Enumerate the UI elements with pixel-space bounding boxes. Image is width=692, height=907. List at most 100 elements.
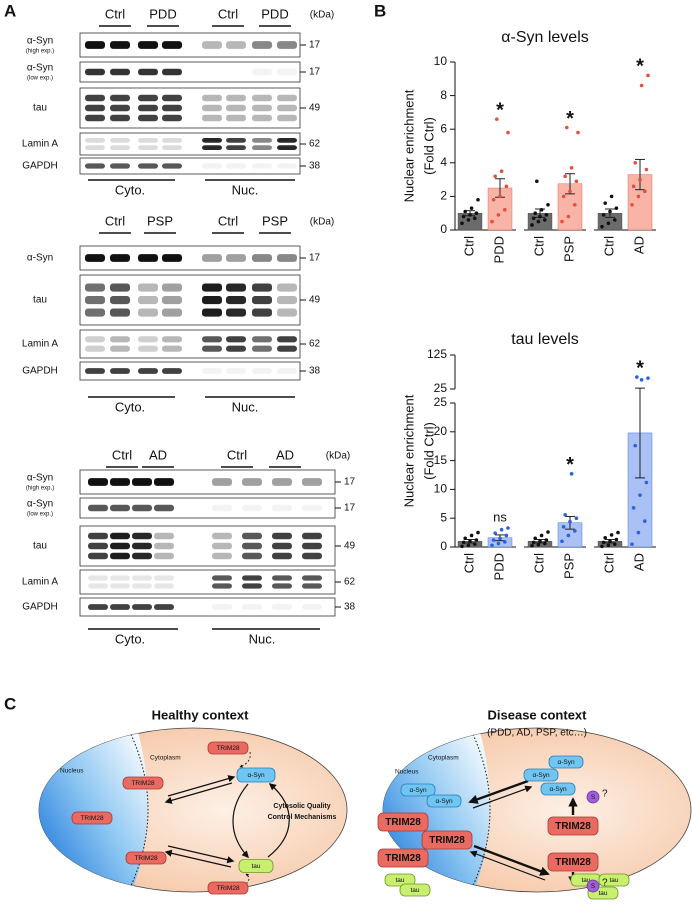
blot-band bbox=[252, 114, 272, 122]
row-label: α-Syn bbox=[27, 473, 53, 484]
trim-label: TRIM28 bbox=[216, 885, 240, 892]
blot-band bbox=[226, 163, 246, 169]
row-label: tau bbox=[33, 103, 47, 114]
blot-band bbox=[252, 145, 272, 151]
blot-band bbox=[162, 336, 182, 343]
blot-band bbox=[85, 137, 105, 143]
data-point bbox=[496, 213, 501, 217]
blot-band bbox=[242, 542, 262, 550]
blot-band bbox=[154, 532, 174, 540]
kda-label: 49 bbox=[309, 295, 321, 306]
blot-band bbox=[85, 336, 105, 343]
row-label: Lamin A bbox=[22, 339, 58, 350]
blot-band bbox=[226, 114, 246, 122]
diagram-subtitle: (PDD, AD, PSP, etc…) bbox=[487, 728, 587, 739]
panel-label: A bbox=[4, 1, 16, 20]
blot-band bbox=[202, 345, 222, 352]
blot-band bbox=[110, 504, 130, 512]
row-label: GAPDH bbox=[22, 161, 58, 172]
blot-band bbox=[138, 104, 158, 112]
blot-band bbox=[138, 163, 158, 169]
data-point bbox=[608, 209, 612, 214]
blot-frame bbox=[79, 569, 336, 595]
blot-band bbox=[162, 68, 182, 76]
trim-box bbox=[547, 816, 599, 836]
blot-band bbox=[110, 336, 130, 343]
data-point bbox=[609, 194, 614, 199]
blot-band bbox=[85, 68, 105, 76]
x-tick-label: PDD bbox=[491, 236, 506, 263]
blot-band bbox=[110, 137, 130, 143]
significance-label: * bbox=[496, 99, 504, 121]
trim-label: TRIM28 bbox=[429, 835, 465, 846]
arrow bbox=[468, 779, 529, 804]
data-point bbox=[474, 538, 479, 542]
data-point bbox=[463, 536, 468, 541]
blot-band bbox=[272, 583, 292, 589]
data-point bbox=[544, 538, 549, 542]
blot-band bbox=[242, 583, 262, 589]
compartment-label: Cytoplasm bbox=[150, 755, 181, 762]
chart-title: α-Syn levels bbox=[501, 29, 589, 46]
blot-band bbox=[252, 68, 272, 76]
blot-band bbox=[132, 504, 152, 512]
trim-box bbox=[122, 776, 164, 790]
asyn-label: α-Syn bbox=[409, 787, 427, 794]
data-point bbox=[576, 130, 580, 135]
blot-band bbox=[252, 295, 272, 305]
data-point bbox=[466, 218, 471, 222]
blot-band bbox=[85, 283, 105, 292]
data-point bbox=[466, 543, 471, 548]
compartment-label: Nucleus bbox=[60, 768, 84, 775]
blot-band bbox=[212, 542, 232, 550]
blot-band bbox=[85, 41, 105, 49]
blot-band bbox=[277, 163, 297, 169]
panel-label: B bbox=[374, 1, 386, 20]
blot-band bbox=[138, 308, 158, 317]
asyn-box bbox=[400, 783, 436, 797]
blot-band bbox=[277, 104, 297, 112]
blot-band bbox=[88, 552, 108, 560]
lane-header: Ctrl bbox=[227, 447, 247, 462]
data-point bbox=[539, 533, 544, 538]
y-axis-label: Nuclear enrichment bbox=[401, 89, 416, 202]
data-point bbox=[499, 169, 504, 173]
blot-frame bbox=[79, 132, 301, 156]
row-sublabel: (high exp.) bbox=[26, 486, 54, 492]
compartment-label: Cytoplasm bbox=[428, 755, 459, 762]
blot-band bbox=[88, 542, 108, 550]
data-point bbox=[473, 542, 477, 546]
asyn-box bbox=[548, 755, 584, 769]
lane-header: AD bbox=[149, 447, 167, 462]
blot-band bbox=[302, 575, 322, 581]
blot-band bbox=[302, 478, 322, 486]
blot-band bbox=[212, 575, 232, 581]
data-point bbox=[561, 194, 566, 199]
data-point bbox=[468, 539, 472, 544]
data-point bbox=[530, 544, 534, 548]
data-point bbox=[644, 480, 649, 485]
blot-band bbox=[110, 575, 130, 581]
y-tick-label: 0 bbox=[440, 539, 447, 553]
asyn-box bbox=[540, 782, 576, 796]
lane-header: Ctrl bbox=[218, 213, 238, 228]
kda-label: 17 bbox=[344, 477, 356, 488]
blot-band bbox=[110, 552, 130, 560]
blot-band bbox=[272, 478, 292, 486]
trim-box bbox=[547, 852, 599, 872]
fraction-label: Nuc. bbox=[232, 182, 259, 197]
asyn-box bbox=[523, 768, 559, 782]
blot-band bbox=[110, 308, 130, 317]
uncertain-label: ? bbox=[602, 878, 608, 889]
trim-label: TRIM28 bbox=[385, 853, 421, 864]
data-point bbox=[463, 209, 468, 214]
data-point bbox=[646, 73, 650, 78]
blot-band bbox=[162, 94, 182, 102]
y-tick-label: 8 bbox=[440, 88, 447, 102]
lane-header: PDD bbox=[261, 6, 288, 21]
data-point bbox=[498, 194, 502, 199]
data-point bbox=[563, 174, 567, 179]
blot-band bbox=[110, 145, 130, 151]
blot-band bbox=[154, 575, 174, 581]
data-point bbox=[506, 526, 510, 530]
